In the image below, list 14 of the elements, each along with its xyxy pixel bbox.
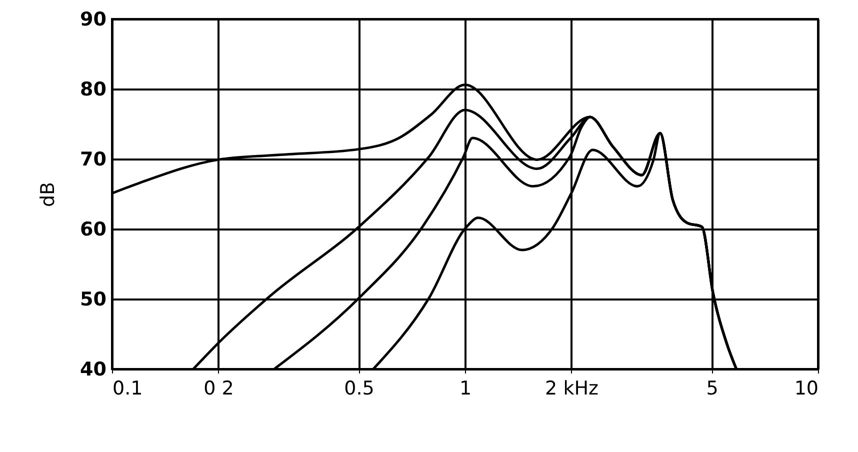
y-tick-label: 90: [80, 8, 106, 30]
y-tick-label: 70: [80, 148, 106, 170]
y-tick-label: 80: [80, 78, 106, 100]
y-tick-label: 60: [80, 218, 106, 240]
x-tick-label: 0 2: [204, 378, 234, 400]
x-tick-label: 1: [459, 378, 472, 400]
y-tick-label: 50: [80, 288, 106, 310]
x-tick-label: 5: [706, 378, 718, 400]
y-axis-title: dB: [37, 182, 60, 208]
x-tick-label: 0.1: [112, 378, 143, 400]
x-tick-label: 0.5: [344, 378, 374, 400]
x-tick-label: 2 kHz: [545, 378, 598, 400]
x-tick-label: 10: [794, 378, 818, 400]
y-tick-label: 40: [80, 358, 106, 380]
